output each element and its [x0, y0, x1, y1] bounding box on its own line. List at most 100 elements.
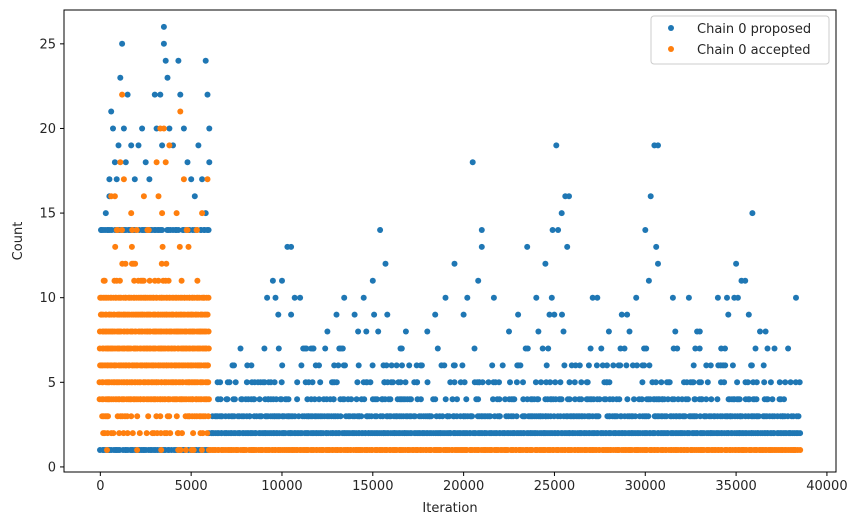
data-point: [117, 74, 124, 81]
data-point: [796, 379, 803, 386]
data-point: [158, 447, 165, 453]
data-point: [120, 125, 127, 132]
data-point: [767, 379, 774, 386]
data-point: [159, 210, 166, 217]
data-point: [714, 294, 721, 301]
data-point: [128, 210, 135, 217]
data-point: [548, 294, 555, 301]
data-point: [506, 328, 512, 335]
data-point: [184, 227, 191, 233]
data-point: [285, 396, 292, 403]
data-point: [131, 176, 138, 183]
data-point: [642, 227, 649, 233]
data-point: [542, 260, 549, 267]
data-point: [106, 176, 113, 183]
data-point: [564, 243, 571, 250]
data-point: [757, 328, 763, 335]
data-point: [652, 379, 659, 386]
data-point: [469, 159, 476, 166]
data-point: [388, 362, 395, 369]
data-point: [155, 193, 162, 200]
plot-area: [96, 23, 804, 453]
data-point: [517, 362, 524, 369]
data-point: [524, 345, 531, 352]
data-point: [744, 379, 751, 386]
data-point: [155, 277, 162, 284]
data-point: [736, 396, 743, 403]
data-point: [374, 396, 380, 403]
data-point: [190, 430, 197, 437]
data-point: [377, 227, 384, 233]
data-point: [275, 311, 282, 318]
data-point: [185, 243, 192, 250]
data-point: [734, 379, 741, 386]
data-point: [162, 57, 169, 64]
data-point: [151, 91, 158, 98]
data-point: [703, 362, 710, 369]
data-point: [764, 396, 771, 403]
data-point: [279, 362, 286, 369]
legend-marker-chain-0-accepted: [668, 46, 674, 52]
data-point: [707, 362, 714, 369]
x-tick-label: 15000: [352, 479, 393, 494]
data-point: [704, 379, 711, 386]
data-point: [703, 396, 710, 403]
data-point: [572, 362, 579, 369]
data-point: [160, 125, 167, 132]
data-point: [489, 362, 496, 369]
data-point: [165, 277, 172, 284]
data-point: [459, 362, 466, 369]
data-point: [177, 108, 184, 115]
data-point: [205, 396, 212, 403]
data-point: [291, 294, 298, 301]
data-point: [552, 379, 559, 386]
data-point: [205, 227, 212, 233]
data-point: [108, 108, 115, 115]
data-point: [755, 413, 762, 420]
data-point: [478, 227, 485, 233]
data-point: [539, 345, 546, 352]
data-point: [122, 159, 129, 166]
plot-frame: [63, 9, 837, 473]
data-point: [722, 362, 729, 369]
data-point: [339, 345, 346, 352]
x-axis-ticks: 0 5000 10000 15000 20000 25000 30000 35000 40000: [96, 472, 848, 494]
data-point: [434, 345, 441, 352]
data-point: [113, 176, 120, 183]
data-point: [294, 396, 301, 403]
data-point: [353, 396, 360, 403]
data-point: [672, 328, 679, 335]
data-point: [193, 227, 200, 233]
data-point: [119, 40, 126, 47]
data-point: [324, 328, 331, 335]
data-point: [248, 362, 255, 369]
data-point: [412, 413, 418, 420]
data-point: [749, 210, 756, 217]
data-point: [576, 362, 583, 369]
data-point: [781, 396, 787, 403]
x-tick-label: 0: [96, 479, 104, 494]
data-point: [205, 362, 211, 369]
data-point: [145, 227, 152, 233]
data-point: [142, 159, 149, 166]
data-point: [244, 362, 251, 369]
data-point: [479, 379, 486, 386]
data-point: [782, 379, 789, 386]
y-tick-label: 5: [48, 376, 56, 391]
data-point: [698, 379, 704, 386]
data-point: [134, 447, 141, 453]
data-point: [538, 379, 544, 386]
data-point: [771, 345, 778, 352]
data-point: [446, 413, 453, 420]
data-point: [699, 396, 705, 403]
x-tick-label: 25000: [534, 479, 575, 494]
data-point: [598, 345, 605, 352]
data-point: [589, 294, 596, 301]
data-point: [616, 396, 623, 403]
data-point: [587, 345, 594, 352]
data-point: [231, 396, 238, 403]
y-tick-label: 15: [39, 207, 56, 222]
data-point: [398, 345, 405, 352]
data-point: [729, 362, 736, 369]
y-tick-label: 0: [48, 460, 56, 475]
